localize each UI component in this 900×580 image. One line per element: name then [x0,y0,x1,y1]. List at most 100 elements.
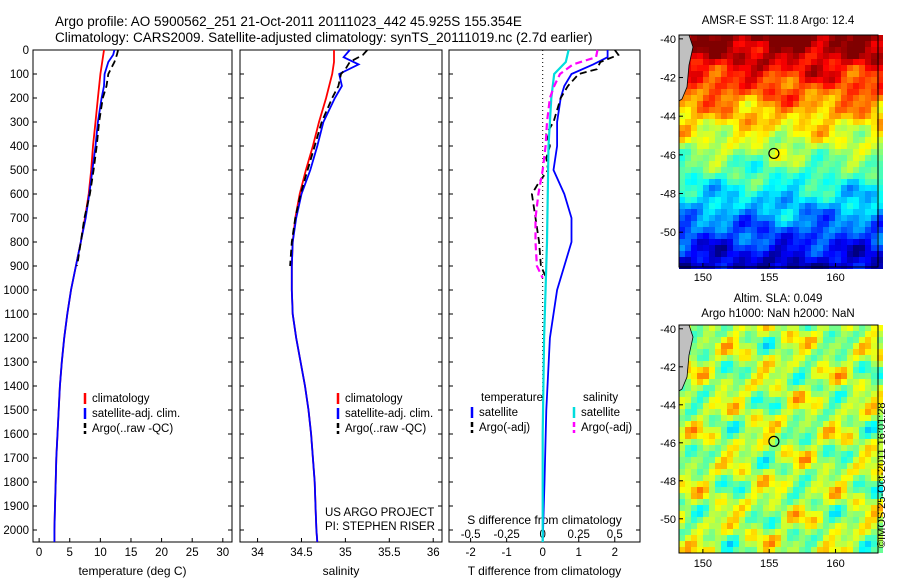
sst-map-cell [853,119,859,125]
sla-map-cell [691,409,697,415]
sla-map-cell [679,511,685,517]
sst-map-cell [721,101,727,107]
sst-map-cell [781,149,787,155]
sla-map-cell [823,355,829,361]
sla-map-cell [769,361,775,367]
sla-map-cell [697,397,703,403]
sla-map-cell [847,421,853,427]
sst-map-cell [775,131,781,137]
sst-map-cell [793,239,799,245]
sst-map-cell [697,191,703,197]
sst-map-cell [835,83,841,89]
sst-map-cell [871,185,877,191]
sst-map-cell [841,155,847,161]
sla-map-cell [787,463,793,469]
sst-map-cell [877,101,883,107]
sla-map-cell [829,331,835,337]
sla-map-cell [817,397,823,403]
sst-map-cell [781,263,787,269]
sla-map-cell [775,373,781,379]
sla-map-cell [871,445,877,451]
sla-map-cell [745,547,751,553]
sst-map-cell [871,257,877,263]
sst-map-cell [793,71,799,77]
sla-map-cell [721,427,727,433]
sst-map-cell [853,203,859,209]
sst-map-cell [679,263,685,269]
sla-map-cell [691,337,697,343]
sla-map-cell [763,409,769,415]
sla-map-cell [799,433,805,439]
sla-map-cell [841,541,847,547]
sla-map-cell [799,391,805,397]
temperature-xlabel: temperature (deg C) [78,564,186,578]
sla-map-cell [733,505,739,511]
sst-map-cell [829,137,835,143]
sla-map-cell [853,439,859,445]
sst-map-cell [709,143,715,149]
sst-map-cell [739,257,745,263]
sla-map-cell [721,535,727,541]
sla-map-cell [727,325,733,331]
sst-map-cell [847,77,853,83]
sla-map-cell [775,529,781,535]
temp-satellite-line [53,49,116,542]
sla-map-cell [811,409,817,415]
sst-map-cell [841,47,847,53]
sst-map-cell [847,263,853,269]
sla-map-cell [793,541,799,547]
sla-map-cell [805,355,811,361]
sla-map-cell [757,439,763,445]
sst-map-cell [685,197,691,203]
sst-map-cell [799,161,805,167]
sla-map-cell [691,475,697,481]
sla-map-cell [835,523,841,529]
sla-map-cell [757,475,763,481]
sst-map-cell [781,191,787,197]
sst-map-cell [745,185,751,191]
sst-map-cell [793,221,799,227]
sla-map-cell [757,367,763,373]
sla-map-cell [871,451,877,457]
sla-map-cell [769,325,775,331]
sla-map-cell [835,343,841,349]
sst-map-cell [751,107,757,113]
sst-map-cell [769,65,775,71]
sst-map-cell [817,71,823,77]
sst-map-cell [715,107,721,113]
sst-map-cell [775,161,781,167]
sst-map-cell [859,257,865,263]
sst-map-cell [775,179,781,185]
sst-map-cell [727,131,733,137]
sla-map-cell [781,427,787,433]
sst-map-cell [787,77,793,83]
sst-map-cell [685,227,691,233]
sla-map-cell [799,397,805,403]
sst-map-cell [727,47,733,53]
sla-map-cell [691,331,697,337]
sst-map-cell [733,71,739,77]
sst-map-cell [787,191,793,197]
diff-legend-temperature: temperature [481,392,543,404]
sla-map-cell [793,385,799,391]
sst-map-cell [679,245,685,251]
sla-map-cell [787,517,793,523]
sla-map-cell [859,457,865,463]
sla-map-cell [877,367,883,373]
sla-map-cell [823,373,829,379]
sst-map-cell [853,245,859,251]
sla-map-cell [721,385,727,391]
sla-map-cell [841,475,847,481]
sla-map-cell [823,481,829,487]
sla-map-cell [787,493,793,499]
sst-map-cell [811,77,817,83]
sla-map-cell [793,367,799,373]
sst-map-cell [721,71,727,77]
sst-map-cell [769,143,775,149]
sst-map-cell [871,71,877,77]
sla-map-cell [685,511,691,517]
sla-map-cell [859,427,865,433]
sst-map-cell [703,95,709,101]
sst-map-cell [739,185,745,191]
sla-map-cell [811,415,817,421]
